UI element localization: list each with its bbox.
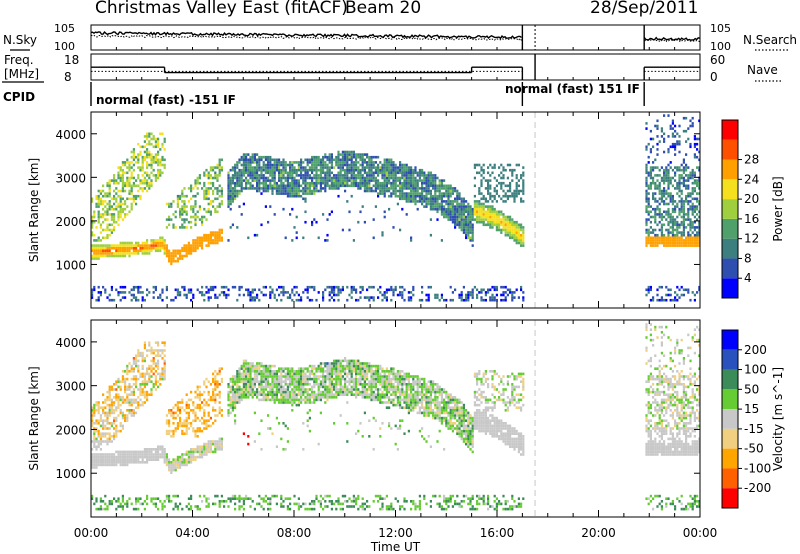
velocity-colorbar-tick-label: -15 [744,422,764,436]
velocity-colorbar-swatch [722,369,738,390]
power-colorbar-tick-label: 28 [744,153,759,167]
x-axis-label: Time UT [370,540,421,554]
nsearch-trace-0 [90,34,522,42]
power-colorbar-swatch [722,278,738,298]
velocity-colorbar-tick-label: 100 [744,363,767,377]
x-tick-label: 04:00 [175,526,210,540]
power-colorbar-tick-label: 8 [744,251,752,265]
velocity-ytick-label: 2000 [55,423,86,437]
power-ytick-label: 1000 [55,258,86,272]
velocity-colorbar-tick-label: 200 [744,343,767,357]
cpid-label-1: normal (fast) -151 IF [96,93,236,107]
velocity-colorbar-swatch [722,409,738,429]
power-colorbar-swatch [722,238,738,259]
nsky-strip-frame [90,24,701,51]
power-colorbar-swatch [722,258,738,279]
velocity-colorbar-swatch [722,330,738,350]
power-ytick-label: 3000 [55,171,86,185]
power-panel [91,114,701,302]
nsky-trace-0 [90,31,522,40]
freq-unit-label: [MHz] [4,67,39,81]
velocity-colorbar-swatch [722,389,738,410]
velocity-colorbar-tick-label: 15 [744,402,759,416]
power-colorbar-label: Power [dB] [771,176,785,241]
power-colorbar-frame [721,119,739,299]
velocity-colorbar-tick-label: -100 [744,461,771,475]
x-tick-label: 08:00 [277,526,312,540]
velocity-colorbar-swatch [722,428,738,449]
velocity-ytick-label: 1000 [55,467,86,481]
frequency-trace [91,66,700,80]
power-colorbar-swatch [722,218,738,239]
velocity-colorbar-swatch [722,349,738,370]
cpid-label: CPID [3,90,35,104]
velocity-colorbar-swatch [722,488,738,508]
power-colorbar-tick-label: 24 [744,172,759,186]
power-colorbar-swatch [722,139,738,160]
nsky-label: N.Sky [3,33,37,47]
velocity-colorbar-tick-label: 50 [744,382,759,396]
beam-label: Beam 20 [345,0,422,18]
velocity-frame [90,319,701,518]
velocity-colorbar-tick-label: -50 [744,442,764,456]
x-tick-label: 20:00 [581,526,616,540]
nave-label: Nave [747,63,778,77]
power-colorbar-tick-label: 20 [744,192,759,206]
x-tick-label: 16:00 [480,526,515,540]
power-colorbar-tick-label: 4 [744,271,752,285]
freq-strip-frame [90,53,701,81]
power-colorbar-tick-label: 12 [744,232,759,246]
power-colorbar-tick-label: 16 [744,212,759,226]
cpid-label-2: normal (fast) 151 IF [505,82,640,96]
velocity-ylabel: Slant Range [km] [27,366,41,470]
nave-tick-bottom: 0 [710,70,718,84]
velocity-ytick-label: 4000 [55,336,86,350]
x-tick-label: 12:00 [378,526,413,540]
nsky-tick-top: 105 [54,22,75,35]
velocity-colorbar-frame [721,329,739,509]
nsky-tick-bottom: 100 [54,40,75,53]
nsearch-tick-top: 105 [710,22,731,35]
nave-tick-top: 60 [710,53,725,67]
power-colorbar-swatch [722,120,738,140]
velocity-colorbar-label: Velocity [m s^-1] [771,367,785,471]
nsearch-label: N.Search [743,33,797,47]
power-ylabel: Slant Range [km] [27,158,41,262]
velocity-panel [91,323,701,511]
velocity-colorbar-swatch [722,468,738,489]
velocity-colorbar-swatch [722,448,738,469]
freq-tick-bottom: 8 [64,70,72,84]
nsearch-trace-1 [644,38,700,43]
date-label: 28/Sep/2011 [590,0,699,18]
power-colorbar-swatch [722,199,738,219]
freq-tick-top: 18 [64,53,79,67]
power-ytick-label: 4000 [55,128,86,142]
x-tick-label: 00:00 [683,526,718,540]
nsearch-tick-bottom: 100 [710,40,731,53]
velocity-colorbar-tick-label: -200 [744,481,771,495]
power-ytick-label: 2000 [55,215,86,229]
chart-title: Christmas Valley East (fitACF) [95,0,348,18]
power-colorbar-swatch [722,159,738,180]
x-tick-label: 00:00 [74,526,109,540]
power-colorbar-swatch [722,179,738,200]
freq-label: Freq. [4,53,34,67]
velocity-ytick-label: 3000 [55,380,86,394]
